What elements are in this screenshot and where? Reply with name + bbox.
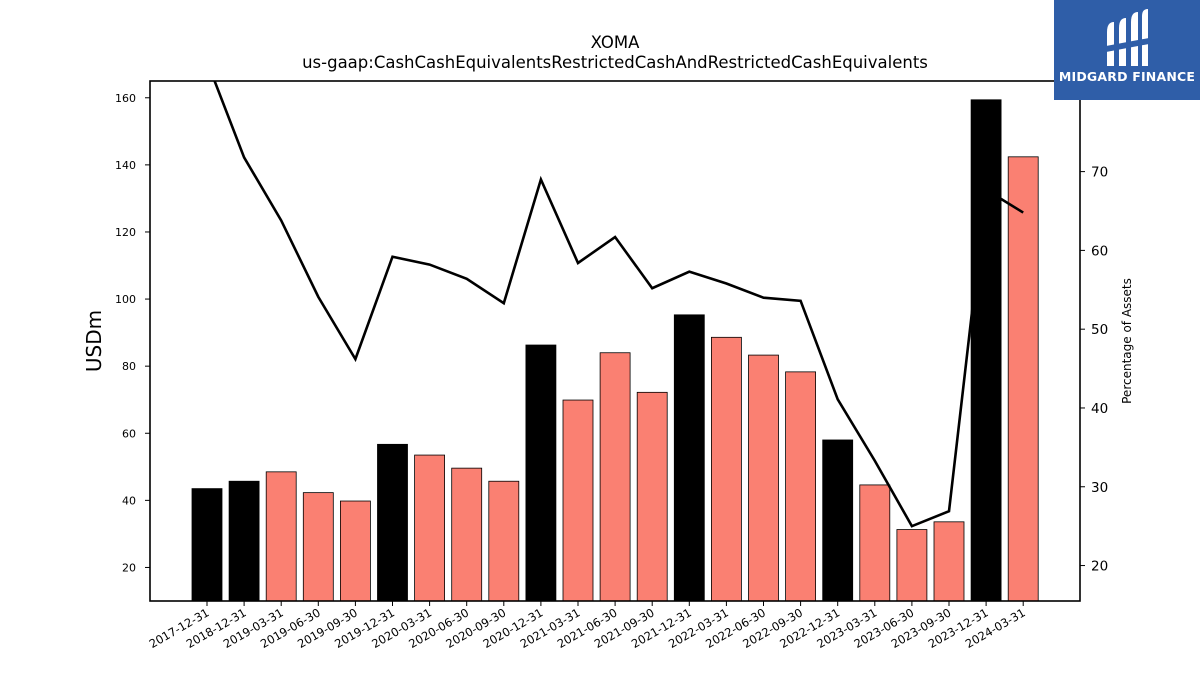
bar-2019-12-31 [377, 443, 408, 601]
bar-2023-09-30 [933, 521, 965, 601]
y2-axis-label: Percentage of Assets [1120, 278, 1134, 404]
y2-tick-label-30: 30 [1091, 480, 1108, 496]
bar-2023-12-31 [970, 99, 1002, 601]
y-tick-label-100: 100 [115, 293, 136, 306]
bars-group [191, 99, 1039, 601]
bar-2022-03-31 [711, 336, 742, 601]
brand-logo-text: MIDGARD FINANCE [1058, 69, 1196, 84]
bar-2018-12-31 [228, 480, 260, 601]
y2-tick-label-50: 50 [1091, 322, 1108, 338]
bar-2020-09-30 [488, 480, 520, 601]
percentage-of-assets-line [213, 81, 1024, 528]
y-tick-label-60: 60 [122, 427, 136, 440]
bar-2021-03-31 [562, 399, 594, 601]
y2-tick-label-60: 60 [1091, 243, 1108, 259]
y2-tick-label-40: 40 [1091, 401, 1108, 417]
y-tick-label-20: 20 [122, 561, 136, 574]
brand-logo-icon [1106, 9, 1149, 66]
y-tick-label-160: 160 [115, 92, 136, 105]
line-group [213, 81, 1024, 528]
chart-title: XOMA [591, 33, 640, 52]
bar-2021-06-30 [599, 352, 631, 601]
bar-2023-03-31 [859, 484, 891, 601]
bar-2019-06-30 [302, 492, 334, 601]
bar-2021-12-31 [673, 314, 705, 601]
y-tick-label-40: 40 [122, 494, 136, 507]
bar-2023-06-30 [896, 529, 928, 601]
bar-2017-12-31 [191, 488, 223, 601]
y2-tick-label-70: 70 [1091, 165, 1108, 181]
bar-2024-03-31 [1007, 156, 1039, 601]
bar-2020-12-31 [525, 344, 557, 601]
bar-2022-09-30 [785, 371, 816, 601]
y-tick-label-140: 140 [115, 159, 136, 172]
bar-2020-03-31 [414, 454, 446, 601]
bar-2019-09-30 [339, 500, 371, 601]
y2-tick-label-20: 20 [1091, 559, 1108, 575]
y-axis-label: USDm [82, 310, 106, 372]
brand-logo: MIDGARD FINANCE [1054, 0, 1200, 100]
bar-2020-06-30 [451, 467, 483, 601]
y-tick-label-120: 120 [115, 226, 136, 239]
bar-2022-12-31 [822, 439, 854, 601]
bar-2019-03-31 [265, 471, 297, 601]
bar-2021-09-30 [636, 391, 668, 601]
chart-subtitle: us-gaap:CashCashEquivalentsRestrictedCas… [302, 53, 928, 72]
bar-2022-06-30 [748, 354, 779, 601]
y-tick-label-80: 80 [122, 360, 136, 373]
